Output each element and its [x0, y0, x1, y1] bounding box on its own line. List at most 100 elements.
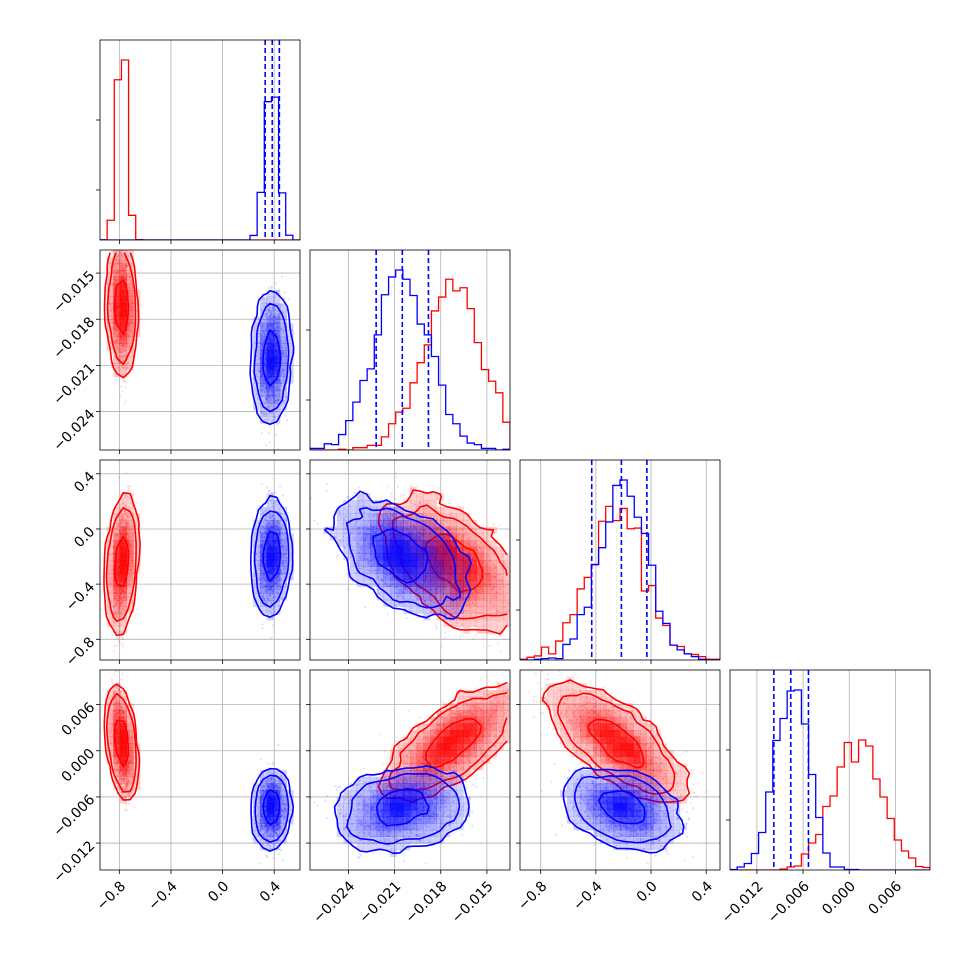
point-1-0-s0-1120	[122, 266, 125, 270]
point-1-0-s1-2096	[269, 321, 272, 324]
point-1-0-s1-2158	[280, 353, 284, 356]
point-1-0-s0-2126	[117, 339, 120, 342]
point-1-0-s1-406	[281, 368, 284, 371]
point-2-0-s0-1862	[116, 525, 120, 528]
point-1-0-s1-306	[263, 332, 266, 335]
point-1-0-s0-36	[126, 333, 129, 336]
density-cell-1-0-s1-18-26	[273, 323, 281, 331]
point-1-0-s1-750	[261, 384, 264, 387]
point-1-0-s0-532	[120, 351, 123, 354]
point-1-0-s0-554	[114, 341, 117, 344]
point-1-0-s0-1584	[127, 334, 130, 337]
density-cell-1-0-s0-22-1	[106, 296, 114, 304]
point-1-0-s1-272	[279, 389, 282, 392]
point-2-0-s1-1204	[261, 623, 264, 626]
point-2-0-s0-1402	[114, 603, 117, 606]
point-2-0-s0-1690	[109, 563, 112, 566]
point-1-0-s0-148	[119, 251, 123, 254]
point-1-0-s1-1770	[270, 398, 273, 401]
point-1-0-s0-1676	[120, 343, 124, 346]
density-cell-1-0-s0-19-5	[133, 316, 141, 324]
point-1-0-s0-284	[126, 362, 129, 365]
point-1-0-s0-1510	[123, 247, 125, 249]
density-cell-1-0-s0-21-1	[106, 303, 114, 311]
point-1-0-s0-768	[127, 327, 130, 330]
point-1-0-s0-1422	[129, 232, 131, 234]
point-2-0-s0-166	[115, 594, 118, 597]
density-cell-1-0-s1-9-26	[273, 383, 281, 391]
point-1-0-s0-992	[117, 252, 121, 255]
density-cell-1-0-s1-5-26	[273, 410, 281, 417]
point-1-0-s0-1956	[124, 380, 127, 384]
point-1-0-s1-1024	[280, 327, 283, 331]
contour-1-0-s1-1	[253, 302, 290, 413]
point-1-0-s1-256	[252, 378, 256, 381]
point-1-0-s1-426	[275, 398, 278, 401]
point-1-0-s1-1364	[276, 324, 279, 327]
point-1-0-s0-1472	[125, 344, 129, 348]
point-1-0-s0-672	[118, 347, 121, 350]
density-cell-1-0-s0-11-3	[120, 370, 127, 377]
point-1-0-s0-912	[120, 261, 123, 264]
point-1-0-s1-296	[280, 337, 283, 340]
point-1-0-s1-1292	[267, 405, 270, 408]
point-1-0-s0-1346	[129, 280, 132, 283]
point-1-0-s1-606	[261, 385, 265, 388]
panel-1-0: −0.024−0.021−0.018−0.015	[50, 232, 301, 454]
density-cell-1-0-s0-21-2	[113, 303, 121, 311]
density-cell-1-0-s1-16-24	[260, 336, 267, 344]
point-1-0-s0-1278	[119, 347, 122, 350]
panel-1-1	[306, 249, 511, 454]
point-2-0-s0-668	[121, 599, 125, 602]
point-1-0-s1-2188	[261, 389, 264, 392]
point-2-0-s0-1964	[126, 595, 129, 598]
point-1-0-s0-902	[127, 361, 130, 364]
point-1-0-s0-698	[121, 355, 124, 358]
point-1-0-s1-766	[278, 312, 281, 315]
point-1-0-s0-1042	[118, 261, 121, 264]
point-1-0-s0-1560	[122, 366, 125, 369]
density-cell-2-0-s0-23-3	[120, 500, 127, 507]
point-2-0-s0-772	[114, 595, 117, 598]
point-1-0-s1-1032	[278, 392, 281, 395]
point-1-0-s1-102	[270, 321, 273, 324]
point-2-0-s0-1278	[119, 522, 122, 526]
density-cell-1-0-s1-10-24	[260, 376, 267, 384]
point-1-0-s1-958	[291, 328, 294, 331]
point-2-0-s0-1276	[124, 521, 127, 524]
density-cell-1-0-s0-13-2	[113, 356, 121, 364]
point-1-0-s1-1834	[266, 297, 269, 300]
point-2-0-s0-274	[120, 517, 123, 520]
point-1-0-s1-1060	[277, 393, 281, 397]
point-1-0-s0-1642	[116, 366, 119, 369]
density-cell-1-0-s0-14-4	[126, 350, 134, 357]
point-1-0-s0-1174	[115, 266, 118, 269]
point-1-0-s0-40	[123, 263, 127, 266]
point-2-0-s0-176	[127, 488, 130, 491]
point-1-0-s0-2170	[118, 343, 121, 346]
point-1-0-s1-592	[267, 418, 270, 421]
point-2-0-s0-1996	[116, 610, 119, 613]
point-2-0-s0-1630	[128, 497, 131, 500]
point-1-0-s0-680	[128, 272, 131, 275]
point-1-0-s0-1726	[124, 263, 127, 266]
point-2-0-s0-550	[120, 620, 124, 623]
density-cell-1-0-s1-13-27	[280, 356, 287, 364]
point-2-0-s0-948	[115, 522, 118, 525]
point-1-0-s1-38	[277, 320, 280, 323]
point-1-0-s0-948	[115, 376, 118, 379]
density-cell-1-0-s1-22-26	[273, 296, 281, 304]
point-2-0-s0-1068	[111, 605, 114, 608]
density-cell-1-0-s0-14-2	[113, 350, 121, 357]
density-cell-1-0-s1-13-26	[273, 356, 281, 364]
point-2-0-s1-514	[274, 492, 277, 495]
point-1-0-s1-184	[251, 370, 254, 373]
point-1-0-s0-880	[118, 260, 121, 263]
point-1-0-s1-1402	[256, 363, 259, 366]
point-1-0-s0-1758	[126, 367, 129, 370]
point-1-0-s0-506	[116, 241, 118, 243]
point-1-0-s1-1482	[260, 324, 263, 327]
point-1-0-s1-258	[279, 327, 283, 330]
point-2-0-s0-436	[111, 545, 114, 548]
density-cell-1-0-s1-7-26	[273, 396, 281, 404]
